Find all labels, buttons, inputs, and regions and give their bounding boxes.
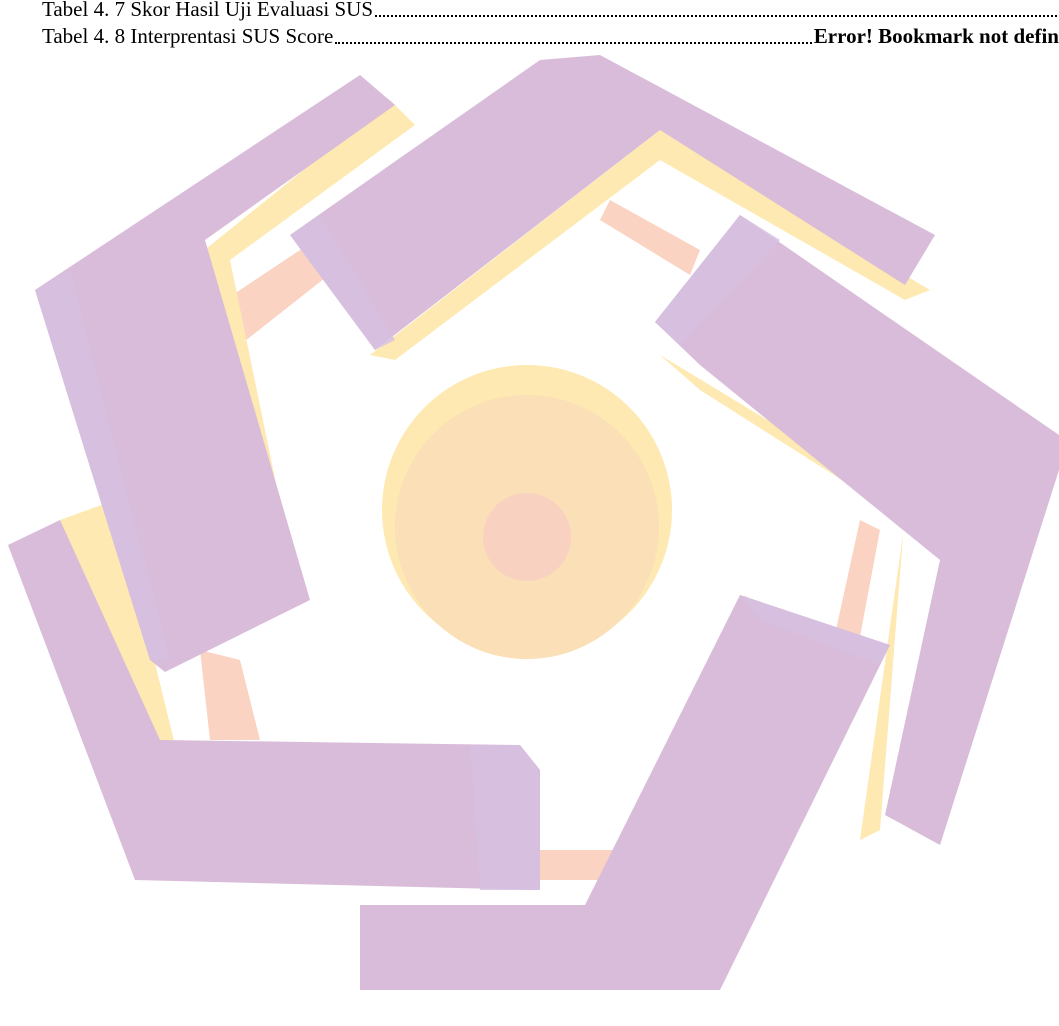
toc-label: Tabel 4. 7 Skor Hasil Uji Evaluasi SUS (42, 0, 373, 22)
toc-label: Tabel 4. 8 Interprentasi SUS Score (42, 24, 333, 49)
dot-leader (335, 42, 812, 44)
toc-entry: Tabel 4. 8 Interprentasi SUS Score Error… (42, 23, 1059, 49)
dot-leader (375, 15, 1057, 17)
document-page: {"toc": {"entries": [ {"label": "Tabel 4… (0, 0, 1059, 1026)
watermark-logo (0, 0, 1059, 1026)
toc-page-error: Error! Bookmark not defin (814, 24, 1059, 49)
toc-entry: Tabel 4. 7 Skor Hasil Uji Evaluasi SUS (42, 0, 1059, 22)
